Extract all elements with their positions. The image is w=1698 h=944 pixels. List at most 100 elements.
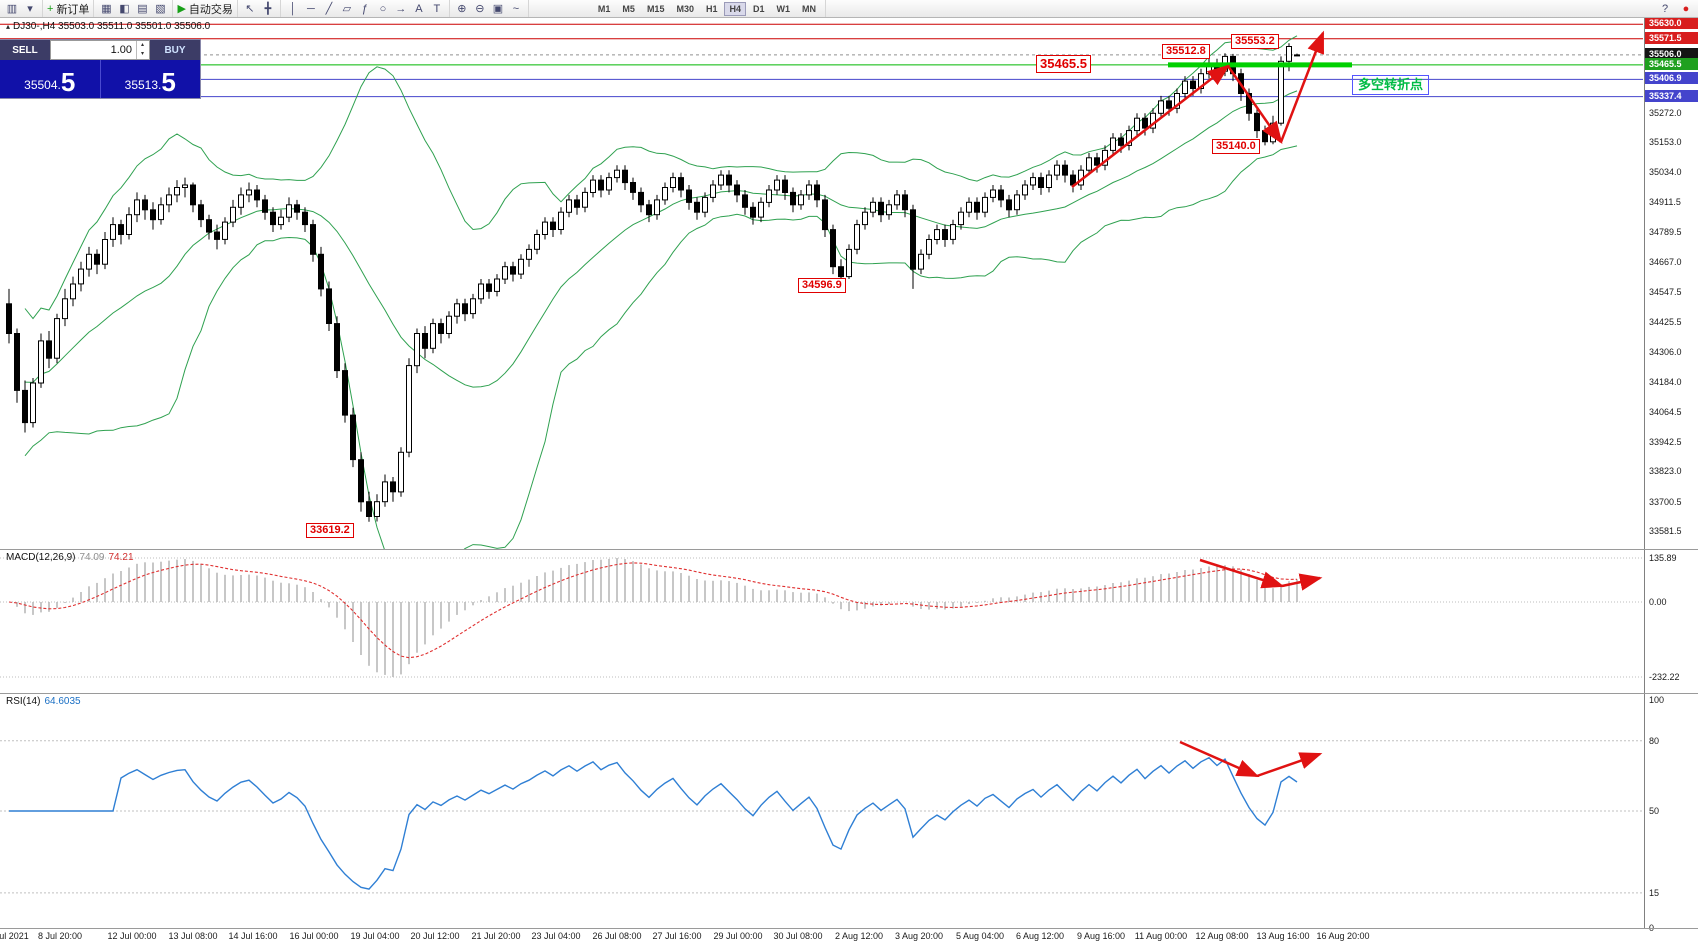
rsi-axis-value: 15 [1649, 888, 1660, 898]
sell-price-big-digit: 5 [60, 67, 76, 97]
price-line-label: 35506.0 [1645, 48, 1698, 60]
timeframe-m30-button[interactable]: M30 [676, 3, 694, 14]
horizontal-line-icon[interactable]: ─ [307, 2, 315, 15]
rsi-panel[interactable] [0, 694, 1643, 928]
text-icon[interactable]: A [415, 2, 423, 15]
text-label-icon[interactable]: T [433, 2, 441, 15]
price-tick: 34789.5 [1649, 227, 1682, 237]
arrow-object-icon[interactable]: → [395, 2, 407, 15]
price-callout: 33619.2 [306, 523, 354, 538]
tile-windows-icon[interactable]: ▣ [492, 3, 504, 15]
macd-panel[interactable] [0, 550, 1643, 693]
price-tick: 34306.0 [1649, 347, 1682, 357]
indicators-icon[interactable]: ~ [512, 2, 520, 15]
sell-price[interactable]: 35504. 5 [0, 60, 100, 98]
price-tick: 35272.0 [1649, 108, 1682, 118]
timeframe-d1-button[interactable]: D1 [753, 3, 765, 14]
timeframe-h4-button[interactable]: H4 [724, 1, 746, 16]
buy-price-big-digit: 5 [161, 67, 176, 97]
volume-value: 1.00 [110, 44, 132, 56]
price-line-label: 35406.9 [1645, 72, 1698, 84]
time-label: 20 Jul 12:00 [410, 931, 460, 941]
vertical-line-icon[interactable]: │ [289, 2, 297, 15]
ellipse-icon[interactable]: ○ [379, 2, 387, 15]
time-label: 21 Jul 20:00 [471, 931, 521, 941]
market-watch-icon[interactable]: ▦ [101, 3, 112, 15]
panel-separator[interactable] [0, 549, 1698, 550]
time-label: 11 Aug 00:00 [1134, 931, 1188, 941]
new-order-button[interactable]: + 新订单 [47, 2, 90, 16]
zoom-in-icon[interactable]: ⊕ [457, 3, 467, 15]
timeframe-h1-button[interactable]: H1 [705, 3, 718, 14]
zoom-group: ⊕ ⊖ ▣ ~ [450, 0, 529, 17]
timeframe-m15-button[interactable]: M15 [646, 3, 665, 14]
timeframe-mn-button[interactable]: MN [802, 3, 817, 14]
turning-point-label: 多空转折点 [1352, 75, 1430, 95]
stepper-up-icon[interactable]: ▴ [140, 42, 144, 48]
price-line-label: 35465.5 [1645, 58, 1698, 70]
panel-separator[interactable] [0, 928, 1698, 929]
time-label: 12 Aug 08:00 [1195, 931, 1249, 941]
price-tick: 33823.0 [1649, 466, 1682, 476]
time-axis[interactable]: 7 Jul 2021 8 Jul 20:00 12 Jul 00:00 13 Jul … [0, 929, 1643, 944]
time-label: 12 Jul 00:00 [107, 931, 157, 941]
timeframe-w1-button[interactable]: W1 [776, 3, 791, 14]
windows-group: ▦ ◧ ▤ ▧ [94, 0, 174, 17]
data-window-icon[interactable]: ◧ [119, 3, 130, 15]
panel-separator[interactable] [0, 693, 1698, 694]
stepper-down-icon[interactable]: ▾ [140, 51, 144, 57]
sell-button[interactable]: SELL [0, 40, 50, 60]
sell-price-main: 35504. [24, 78, 61, 92]
price-line-label: 35337.4 [1645, 90, 1698, 102]
symbol-icon: ▴ [6, 22, 11, 31]
buy-button[interactable]: BUY [150, 40, 200, 60]
help-icon[interactable]: ? [1661, 2, 1669, 15]
time-label: 27 Jul 16:00 [652, 931, 702, 941]
time-label: 14 Jul 16:00 [228, 931, 278, 941]
time-label: 16 Aug 20:00 [1316, 931, 1370, 941]
main-chart[interactable] [0, 18, 1643, 549]
fibonacci-icon[interactable]: ƒ [361, 2, 368, 15]
symbol-ohlc-text: DJ30-,H4 35503.0 35511.0 35501.0 35506.0 [13, 21, 211, 32]
price-tick: 34064.5 [1649, 407, 1682, 417]
volume-stepper[interactable]: ▴ ▾ [136, 41, 148, 59]
time-label: 26 Jul 08:00 [592, 931, 642, 941]
volume-input[interactable]: 1.00 ▴ ▾ [50, 40, 150, 60]
price-tick: 34667.0 [1649, 257, 1682, 267]
macd-signal-value: 74.21 [108, 552, 134, 563]
one-click-trading-widget: SELL 1.00 ▴ ▾ BUY 35504. 5 35513. 5 [0, 40, 200, 98]
auto-trading-button[interactable]: ▶ 自动交易 [177, 3, 233, 16]
timeframe-m1-button[interactable]: M1 [597, 3, 611, 14]
trendline-icon[interactable]: ╱ [325, 3, 333, 15]
buy-price-main: 35513. [124, 78, 162, 92]
rsi-axis-value: 100 [1649, 695, 1665, 705]
navigator-icon[interactable]: ▤ [137, 3, 148, 15]
new-chart-icon[interactable]: ▥ [6, 3, 18, 15]
price-line-label: 35630.0 [1645, 17, 1698, 29]
time-label: 2 Aug 12:00 [834, 931, 884, 941]
channel-icon[interactable]: ▱ [342, 3, 352, 15]
toolbar: ▥ ▾ + 新订单 ▦ ◧ ▤ ▧ ▶ 自动交易 ↖ ╋ │ ─ ╱ ▱ ƒ ○ → A T ⊕ ⊖ ▣ ~ M1 M5 M15 M30… [0, 0, 1698, 18]
record-icon[interactable]: ● [1682, 2, 1690, 15]
timeframe-m5-button[interactable]: M5 [622, 3, 635, 14]
terminal-icon[interactable]: ▧ [155, 3, 166, 15]
rsi-value: 64.6035 [44, 696, 81, 707]
price-callout: 35512.8 [1162, 44, 1210, 59]
crosshair-icon[interactable]: ╋ [264, 3, 272, 15]
time-label: 13 Jul 08:00 [168, 931, 218, 941]
price-tick: 33581.5 [1649, 526, 1682, 536]
price-tick: 34547.5 [1649, 287, 1682, 297]
timeframe-group: M1 M5 M15 M30 H1 H4 D1 W1 MN [589, 0, 827, 17]
buy-price[interactable]: 35513. 5 [99, 60, 201, 98]
zoom-out-icon[interactable]: ⊖ [475, 3, 485, 15]
macd-name: MACD(12,26,9) [6, 552, 76, 563]
price-callout: 35140.0 [1212, 139, 1260, 154]
macd-axis-value: -232.22 [1649, 672, 1680, 682]
time-label: 3 Aug 20:00 [894, 931, 944, 941]
price-axis[interactable]: 35272.0 35153.0 35034.0 34911.5 34789.5 34667… [1644, 17, 1698, 933]
time-label: 9 Aug 16:00 [1076, 931, 1126, 941]
cursor-icon[interactable]: ↖ [245, 3, 255, 15]
new-chart-dropdown-icon[interactable]: ▾ [27, 3, 33, 15]
time-label: 19 Jul 04:00 [350, 931, 400, 941]
time-label: 16 Jul 00:00 [289, 931, 339, 941]
